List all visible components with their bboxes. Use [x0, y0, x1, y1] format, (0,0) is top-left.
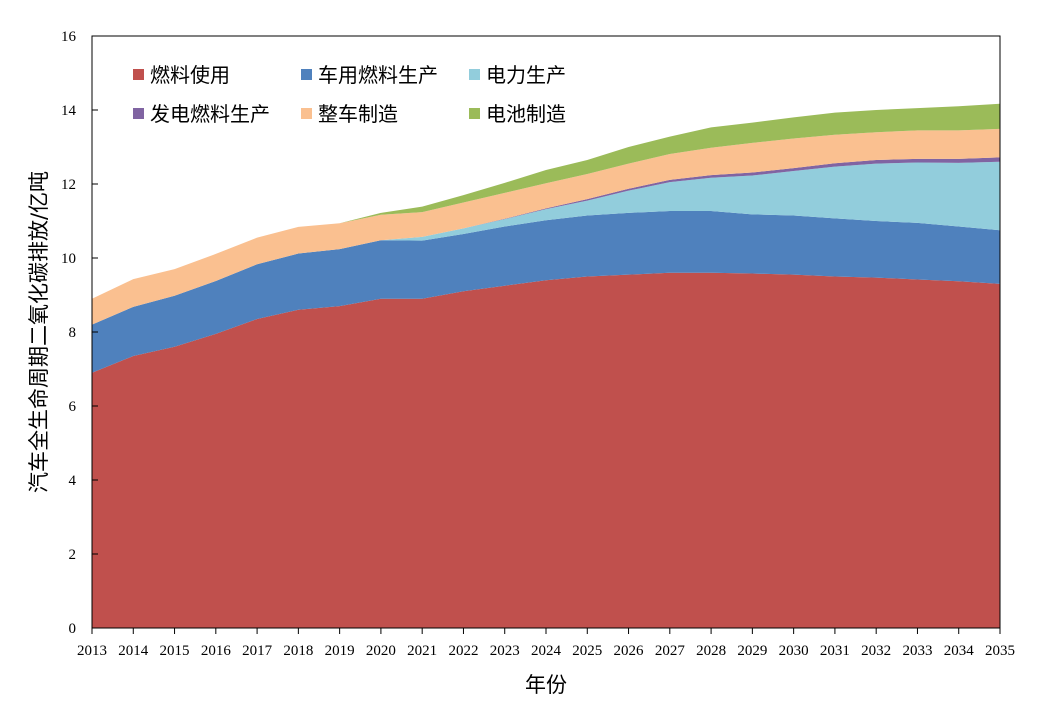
area-series-layer — [92, 103, 1000, 628]
x-tick-labels: 2013 2014 2015 2016 2017 2018 2019 2020 2021 2022… — [77, 643, 1015, 659]
x-tick-label: 2020 — [366, 643, 396, 659]
x-tick-label: 2033 — [902, 643, 932, 659]
x-tick-label: 2031 — [820, 643, 850, 659]
legend-label: 电力生产 — [486, 63, 566, 87]
y-tick-label: 4 — [69, 473, 77, 489]
x-tick-label: 2016 — [201, 643, 232, 659]
x-tick-label: 2025 — [572, 643, 602, 659]
y-tick-label: 16 — [61, 29, 77, 45]
area-series-0 — [92, 272, 1000, 628]
x-tick-label: 2017 — [242, 643, 273, 659]
y-axis-title: 汽车全生命周期二氧化碳排放/亿吨 — [27, 171, 51, 493]
legend-label: 车用燃料生产 — [318, 63, 438, 87]
y-tick-label: 2 — [69, 547, 77, 563]
legend-item: 燃料使用 — [133, 63, 230, 87]
x-tick-label: 2021 — [407, 643, 437, 659]
x-axis-title: 年份 — [525, 673, 567, 697]
area-series-5 — [92, 103, 1000, 299]
legend-label: 电池制造 — [486, 102, 566, 126]
x-tick-label: 2022 — [448, 643, 478, 659]
y-tick-label: 0 — [69, 621, 77, 637]
x-tick-label: 2027 — [655, 643, 686, 659]
x-tick-label: 2023 — [490, 643, 520, 659]
x-tick-label: 2032 — [861, 643, 891, 659]
legend-label: 发电燃料生产 — [150, 102, 270, 126]
legend-item: 电池制造 — [469, 102, 566, 126]
legend-label: 整车制造 — [318, 102, 398, 126]
axis-ticks — [91, 35, 1001, 634]
legend-swatch — [301, 108, 312, 119]
x-tick-label: 2014 — [118, 643, 149, 659]
x-tick-label: 2024 — [531, 643, 562, 659]
y-tick-label: 8 — [69, 325, 77, 341]
x-tick-label: 2034 — [944, 643, 975, 659]
y-tick-label: 12 — [61, 177, 76, 193]
legend-label: 燃料使用 — [150, 63, 230, 87]
y-tick-label: 10 — [61, 251, 76, 267]
legend-item: 整车制造 — [301, 102, 398, 126]
x-tick-label: 2019 — [325, 643, 355, 659]
legend-swatch — [133, 108, 144, 119]
legend-swatch — [301, 69, 312, 80]
legend-item: 电力生产 — [469, 63, 566, 87]
y-tick-label: 14 — [61, 103, 77, 119]
area-series-4 — [92, 128, 1000, 325]
legend-swatch — [133, 69, 144, 80]
x-tick-label: 2015 — [160, 643, 190, 659]
legend-item: 发电燃料生产 — [133, 102, 270, 126]
x-tick-label: 2030 — [779, 643, 809, 659]
x-tick-label: 2018 — [283, 643, 313, 659]
x-tick-label: 2028 — [696, 643, 726, 659]
x-tick-label: 2029 — [737, 643, 767, 659]
x-tick-label: 2013 — [77, 643, 107, 659]
legend-swatch — [469, 69, 480, 80]
x-tick-label: 2026 — [614, 643, 645, 659]
x-tick-label: 2035 — [985, 643, 1015, 659]
y-tick-labels: 0 2 4 6 8 10 12 14 16 — [61, 29, 77, 637]
legend-swatch — [469, 108, 480, 119]
y-tick-label: 6 — [69, 399, 77, 415]
area-series-2 — [92, 161, 1000, 325]
area-series-1 — [92, 211, 1000, 373]
legend-item: 车用燃料生产 — [301, 63, 438, 87]
